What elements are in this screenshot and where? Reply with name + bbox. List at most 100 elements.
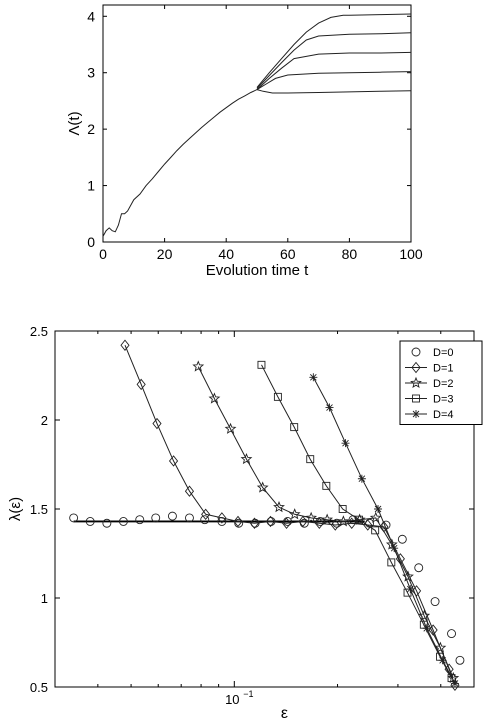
x-tick-label: 20 [157,246,173,262]
data-point [217,512,227,524]
legend-marker [411,347,421,357]
data-point [357,474,366,483]
data-point [234,518,244,528]
data-point [341,439,350,448]
data-point [290,423,299,432]
legend-label: D=1 [433,363,454,375]
data-point [397,534,407,544]
data-point [321,513,334,525]
data-point [438,656,447,665]
x-tick-label: 0 [99,246,107,262]
data-point [69,513,79,523]
data-point [167,511,177,521]
data-point [309,373,318,382]
data-point [256,481,269,493]
data-point [118,517,128,526]
series-D=2 [192,360,460,684]
chart-lyapunov-vs-time: 0 20 40 60 80 100 0 1 2 3 4 Evolution time t Λ(t) [66,4,423,279]
data-point [322,481,331,490]
series-line [197,366,454,679]
data-point [224,422,237,434]
series-D=4 [309,373,459,688]
y-tick-label: 0 [87,234,95,250]
data-point [315,517,325,526]
legend-marker [412,410,420,418]
data-point [369,511,382,523]
data-point [273,501,285,513]
data-point [337,515,350,527]
data-point [273,392,282,401]
data-point [455,655,465,665]
data-point [136,378,146,391]
data-point [338,505,347,513]
series-line-4 [256,32,412,89]
legend-label: D=4 [433,409,454,421]
data-point [385,538,398,550]
data-point [208,392,221,404]
series-line-5 [256,13,412,88]
data-point [192,360,205,372]
chart-lambda-vs-epsilon: 0.5 1 1.5 2 2.5 10 −1 ε λ(ε) D=0 D=1 D=2 D=3 D=4 [7,324,483,722]
data-point [306,455,315,464]
series-line [312,377,456,684]
y-tick-label: 3 [87,65,95,81]
legend-label: D=3 [433,394,454,406]
data-point [347,517,357,529]
data-point [201,508,211,521]
legend-marker [410,376,422,389]
data-point [414,563,424,573]
x-axis-label: Evolution time t [206,262,309,279]
data-point [120,339,130,351]
legend-marker [412,394,420,403]
data-point [298,515,308,528]
data-point [325,403,334,412]
data-point [390,544,399,553]
x-tick-exponent: −1 [243,689,253,699]
data-point [434,641,447,653]
data-point [85,517,95,526]
series-line-1 [256,89,412,94]
y-tick-label: 1 [87,178,95,194]
data-point [257,360,266,369]
series-line-3 [256,51,412,90]
data-point [450,679,459,688]
legend-label: D=0 [433,347,454,359]
legend-marker [411,361,421,374]
data-point [406,585,415,594]
data-point [387,558,396,567]
plot-frame [102,4,412,243]
data-point [447,674,456,683]
data-point [151,513,161,523]
data-point [240,452,253,465]
data-point [102,518,112,528]
y-tick-label: 0.5 [30,680,48,695]
data-point [288,508,301,520]
data-point [135,515,145,525]
data-point [305,511,318,523]
data-point [355,515,363,524]
y-tick-label: 4 [87,8,95,24]
data-point [185,513,194,523]
y-tick-label: 2.5 [30,324,48,339]
x-tick-label: 40 [218,246,234,262]
data-point [233,515,243,528]
legend-item: D=3 [405,394,454,406]
y-axis-label: λ(ε) [7,497,24,521]
data-point [365,518,375,528]
data-point [184,485,195,497]
data-point [371,526,380,535]
data-point [152,417,162,430]
x-tick-label: 10 [225,692,239,707]
x-axis-label: ε [281,705,288,722]
legend: D=0 D=1 D=2 D=3 D=4 [399,340,483,425]
data-point [265,515,276,528]
y-tick-label: 1.5 [30,502,48,517]
x-tick-label: 100 [399,246,423,262]
x-tick-label: 60 [280,246,296,262]
data-point [314,517,324,529]
legend-item: D=4 [405,409,454,421]
series-line-shared [102,89,258,237]
legend-label: D=2 [433,378,454,390]
data-point [299,518,309,528]
